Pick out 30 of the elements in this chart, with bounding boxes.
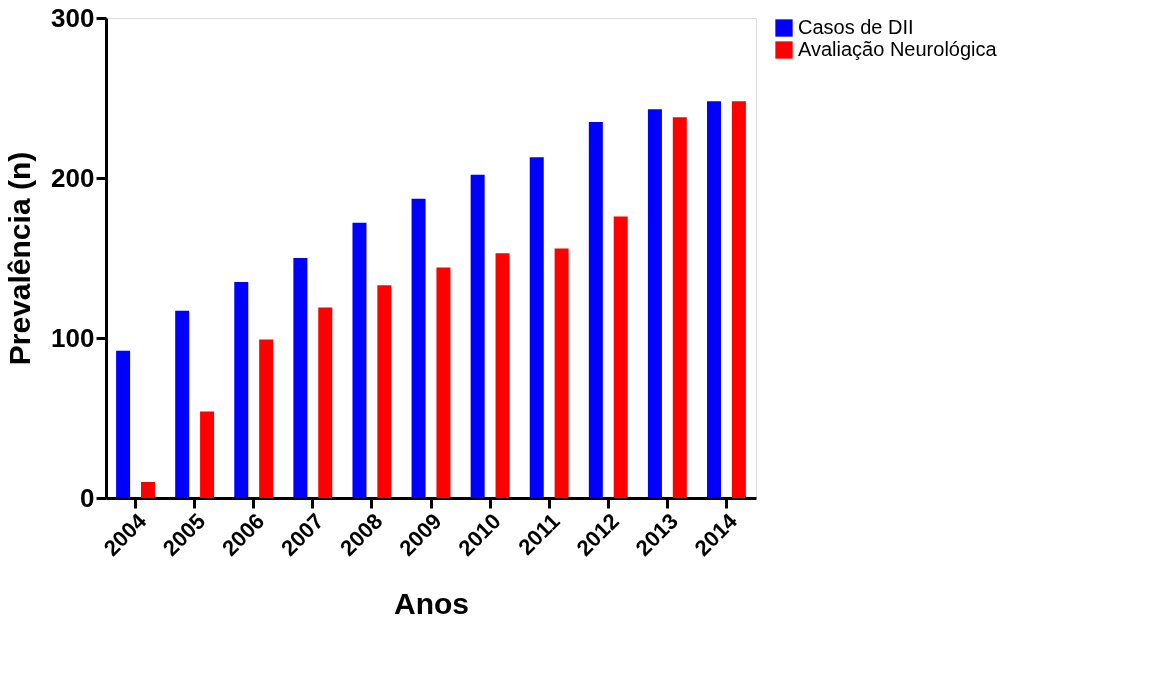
bar <box>411 198 426 498</box>
bar <box>495 253 510 498</box>
bar <box>377 285 392 498</box>
legend-label: Casos de DII <box>798 16 914 38</box>
bar <box>554 248 569 498</box>
bar <box>436 267 451 498</box>
bar <box>613 216 628 498</box>
bar <box>116 350 131 498</box>
bar <box>140 482 155 498</box>
y-tick-label: 0 <box>80 482 95 513</box>
bar <box>234 282 249 498</box>
y-tick-label: 300 <box>51 2 95 33</box>
bar <box>318 307 333 498</box>
y-tick-label: 100 <box>51 322 95 353</box>
legend-label: Avaliação Neurológica <box>798 38 998 60</box>
bar <box>731 101 746 498</box>
bar <box>175 310 190 498</box>
bar <box>707 101 722 498</box>
bar <box>672 117 687 498</box>
bar <box>200 411 215 498</box>
y-axis-title: Prevalência (n) <box>3 151 37 366</box>
bar <box>293 258 308 498</box>
bar <box>647 109 662 498</box>
bar <box>470 174 485 498</box>
bar <box>352 222 367 498</box>
y-tick-label: 200 <box>51 162 95 193</box>
bar <box>529 157 544 498</box>
x-axis-title: Anos <box>394 586 469 620</box>
bar <box>588 122 603 498</box>
bar <box>259 339 274 498</box>
